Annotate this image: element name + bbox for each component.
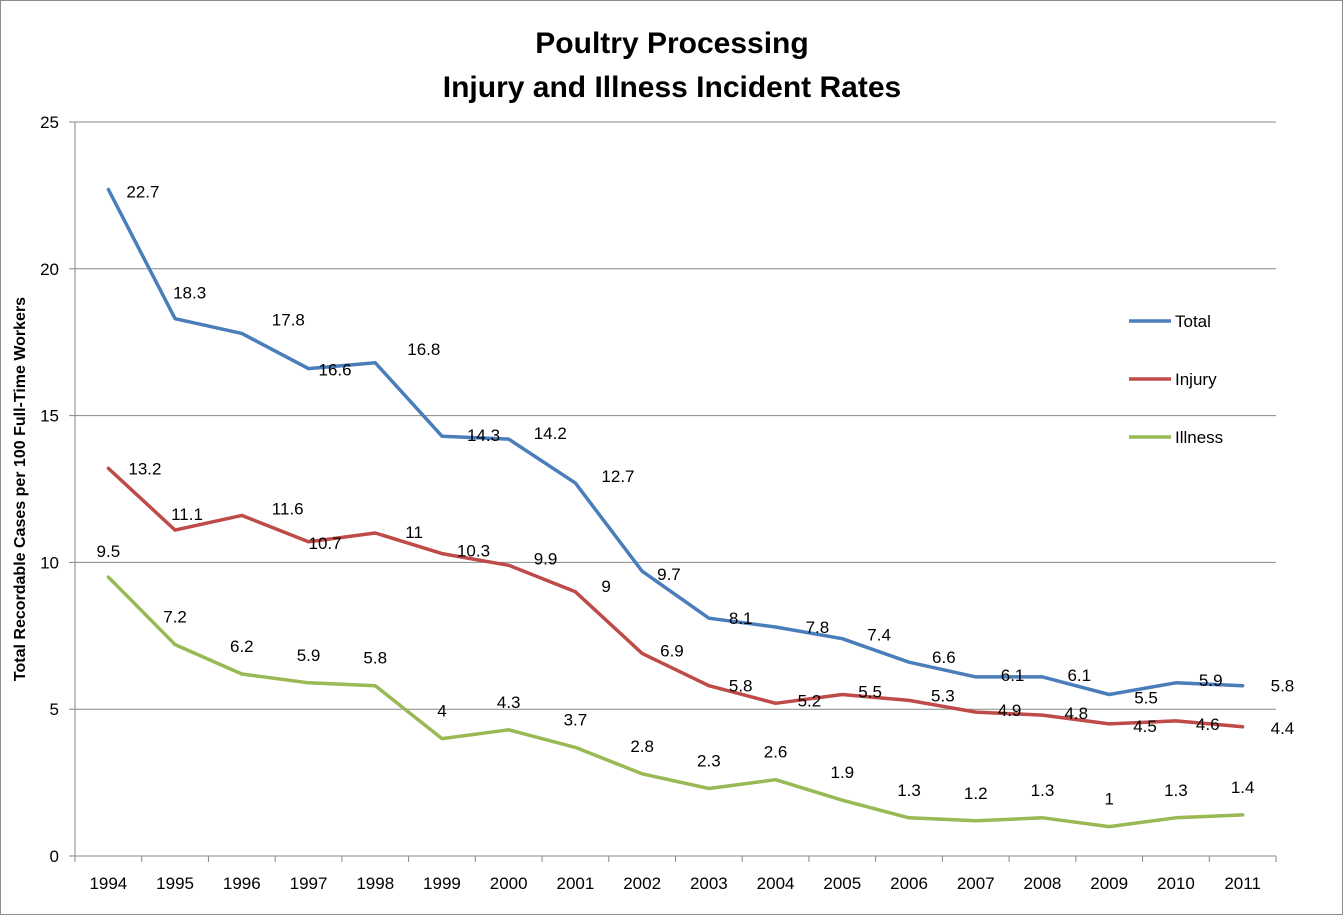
data-label-total: 7.8 — [806, 618, 830, 637]
data-label-illness: 3.7 — [564, 710, 588, 729]
series-line-total — [106, 187, 1245, 697]
y-tick-label: 10 — [40, 553, 59, 572]
data-label-total: 9.7 — [657, 565, 681, 584]
data-label-injury: 6.9 — [660, 641, 684, 660]
data-label-illness: 1.3 — [1031, 781, 1055, 800]
x-tick-label: 1994 — [89, 874, 127, 893]
x-tick-label: 2009 — [1090, 874, 1128, 893]
data-label-injury: 4.8 — [1064, 704, 1088, 723]
data-label-injury: 13.2 — [128, 459, 161, 478]
data-label-illness: 5.8 — [363, 649, 387, 668]
chart-title-line-2: Injury and Illness Incident Rates — [443, 71, 901, 104]
data-label-illness: 1.3 — [897, 781, 921, 800]
data-label-injury: 4.5 — [1133, 717, 1157, 736]
data-label-illness: 1 — [1104, 790, 1113, 809]
data-label-total: 18.3 — [173, 284, 206, 303]
y-tick-label: 5 — [50, 700, 59, 719]
data-label-injury: 4.4 — [1271, 719, 1295, 738]
x-tick-label: 1998 — [356, 874, 394, 893]
data-label-injury: 5.8 — [729, 677, 753, 696]
data-label-illness: 5.9 — [297, 646, 321, 665]
data-label-injury: 10.7 — [309, 534, 342, 553]
data-label-total: 6.6 — [932, 648, 956, 667]
data-label-illness: 1.4 — [1231, 778, 1255, 797]
x-tick-label: 2006 — [890, 874, 928, 893]
x-tick-label: 2010 — [1157, 874, 1195, 893]
data-label-injury: 11 — [405, 523, 423, 542]
legend-label-total: Total — [1175, 312, 1211, 331]
data-label-total: 17.8 — [272, 310, 305, 329]
y-axis-label: Total Recordable Cases per 100 Full-Time… — [12, 297, 29, 681]
data-label-total: 6.1 — [1001, 666, 1025, 685]
data-label-total: 7.4 — [867, 626, 891, 645]
gridlines — [75, 121, 1276, 710]
chart-title-line-1: Poultry Processing — [535, 27, 808, 60]
data-label-illness: 2.3 — [697, 751, 721, 770]
data-label-injury: 11.6 — [272, 499, 304, 518]
x-tick-label: 2000 — [490, 874, 528, 893]
x-tick-label: 2005 — [823, 874, 861, 893]
axes: 0 5 10 15 20 25 1994 1995 1996 1997 1998 1999 2000 20… — [40, 113, 1277, 893]
data-label-injury: 5.3 — [931, 686, 955, 705]
data-label-illness: 2.8 — [630, 737, 654, 756]
x-tick-label: 2011 — [1224, 874, 1261, 893]
data-label-illness: 7.2 — [163, 608, 187, 627]
data-label-total: 5.5 — [1134, 689, 1158, 708]
legend-label-illness: Illness — [1175, 428, 1223, 447]
data-label-total: 6.1 — [1067, 666, 1091, 685]
data-label-injury: 4.6 — [1196, 715, 1220, 734]
x-tick-label: 2001 — [557, 874, 595, 893]
data-label-illness: 6.2 — [230, 637, 254, 656]
data-label-total: 22.7 — [126, 183, 159, 202]
data-label-illness: 4 — [437, 702, 446, 721]
x-tick-label: 1999 — [423, 874, 461, 893]
data-label-illness: 1.2 — [964, 784, 988, 803]
data-label-illness: 9.5 — [97, 542, 121, 561]
data-label-total: 5.8 — [1271, 677, 1295, 696]
data-label-illness: 1.9 — [830, 763, 854, 782]
data-label-total: 16.8 — [407, 340, 440, 359]
data-label-illness: 1.3 — [1164, 781, 1188, 800]
series-line-injury — [106, 466, 1245, 729]
y-tick-label: 20 — [40, 260, 59, 279]
data-label-injury: 9.9 — [534, 549, 558, 568]
data-label-total: 12.7 — [601, 467, 634, 486]
x-tick-label: 1995 — [156, 874, 194, 893]
series-lines — [106, 187, 1245, 829]
data-label-injury: 11.1 — [171, 505, 203, 524]
data-label-illness: 4.3 — [497, 693, 521, 712]
x-tick-label: 2008 — [1024, 874, 1062, 893]
data-label-illness: 2.6 — [764, 743, 788, 762]
data-label-total: 16.6 — [319, 361, 352, 380]
data-label-injury: 5.2 — [798, 691, 822, 710]
data-label-injury: 10.3 — [457, 542, 490, 561]
y-tick-label: 15 — [40, 407, 59, 426]
y-tick-label: 0 — [50, 847, 59, 866]
y-tick-label: 25 — [40, 113, 59, 132]
x-tick-label: 2003 — [690, 874, 728, 893]
x-tick-label: 2004 — [757, 874, 795, 893]
x-tick-label: 1997 — [290, 874, 328, 893]
data-labels: 22.718.317.816.616.814.3 14.212.79.78.1 7.… — [97, 183, 1295, 809]
x-tick-label: 2007 — [957, 874, 995, 893]
x-tick-label: 1996 — [223, 874, 261, 893]
series-line-illness — [106, 575, 1245, 829]
data-label-injury: 9 — [601, 577, 610, 596]
data-label-injury: 5.5 — [858, 683, 882, 702]
data-label-total: 8.1 — [729, 609, 753, 628]
data-label-total: 5.9 — [1199, 671, 1223, 690]
data-label-injury: 4.9 — [998, 701, 1022, 720]
legend-label-injury: Injury — [1175, 370, 1217, 389]
legend: Total Injury Illness — [1129, 312, 1223, 447]
x-tick-label: 2002 — [623, 874, 661, 893]
data-label-total: 14.3 — [467, 426, 500, 445]
data-label-total: 14.2 — [534, 424, 567, 443]
